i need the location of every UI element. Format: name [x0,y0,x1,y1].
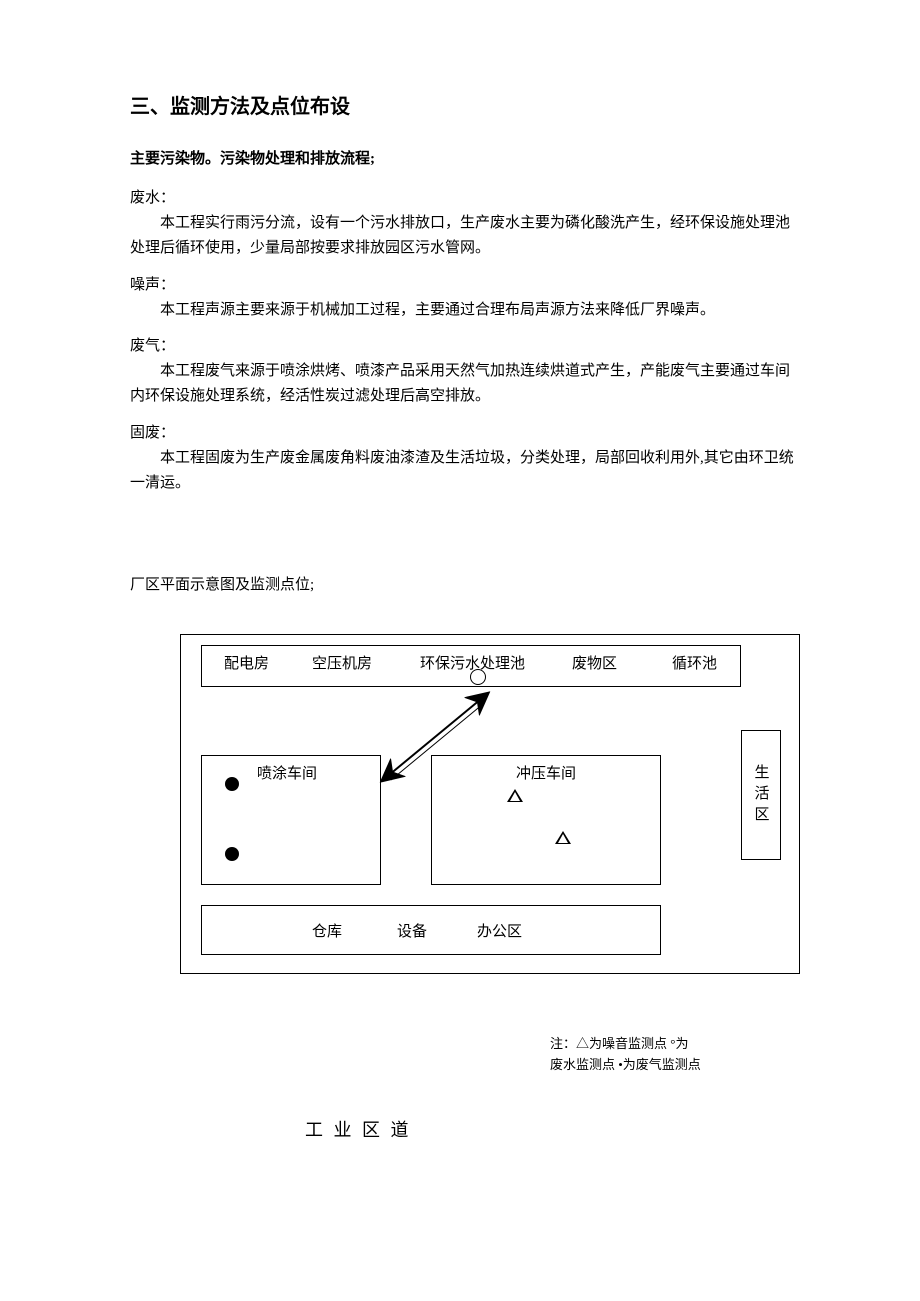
top-label-3: 废物区 [572,652,617,673]
top-label-4: 循环池 [672,652,717,673]
site-plan-diagram: 配电房 空压机房 环保污水处理池 废物区 循环池 喷涂车间 冲压车间 [180,634,800,974]
solid-text: 本工程固废为生产废金属废角料废油漆渣及生活垃圾，分类处理，局部回收利用外,其它由… [130,446,800,496]
diagram-wrap: 配电房 空压机房 环保污水处理池 废物区 循环池 喷涂车间 冲压车间 [180,634,800,974]
noise-label: 噪声： [130,273,800,294]
bottom-row-box: 仓库 设备 办公区 [201,905,661,955]
living-area-box: 生活区 [741,730,781,860]
heading-2: 主要污染物。污染物处理和排放流程; [130,147,800,168]
bottom-label-1: 设备 [397,920,427,941]
bottom-label-0: 仓库 [312,920,342,941]
gas-text: 本工程废气来源于喷涂烘烤、喷漆产品采用天然气加热连续烘道式产生，产能废气主要通过… [130,359,800,409]
double-arrow-icon [371,685,501,785]
wastewater-text: 本工程实行雨污分流，设有一个污水排放口，生产废水主要为磷化酸洗产生，经环保设施处… [130,211,800,261]
figure-label: 厂区平面示意图及监测点位; [130,573,800,594]
legend-line-1: 注：△为噪音监测点 °为 [550,1034,750,1055]
legend: 注：△为噪音监测点 °为 废水监测点 •为废气监测点 [550,1034,750,1076]
top-label-0: 配电房 [224,652,269,673]
gas-label: 废气： [130,334,800,355]
noise-text: 本工程声源主要来源于机械加工过程，主要通过合理布局声源方法来降低厂界噪声。 [130,298,800,323]
solid-label: 固废： [130,421,800,442]
noise-monitoring-point-1-icon [507,789,523,802]
road-label: 工 业 区 道 [305,1116,800,1142]
page-root: 三、监测方法及点位布设 主要污染物。污染物处理和排放流程; 废水： 本工程实行雨… [0,0,920,1301]
stamping-workshop-label: 冲压车间 [516,762,576,783]
heading-1: 三、监测方法及点位布设 [130,90,800,119]
spray-workshop-label: 喷涂车间 [257,762,317,783]
legend-line-2: 废水监测点 •为废气监测点 [550,1055,750,1076]
living-area-label: 生活区 [751,764,772,827]
bottom-label-2: 办公区 [477,920,522,941]
spray-workshop-box: 喷涂车间 [201,755,381,885]
noise-monitoring-point-2-icon [555,831,571,844]
wastewater-label: 废水： [130,186,800,207]
top-label-1: 空压机房 [312,652,372,673]
